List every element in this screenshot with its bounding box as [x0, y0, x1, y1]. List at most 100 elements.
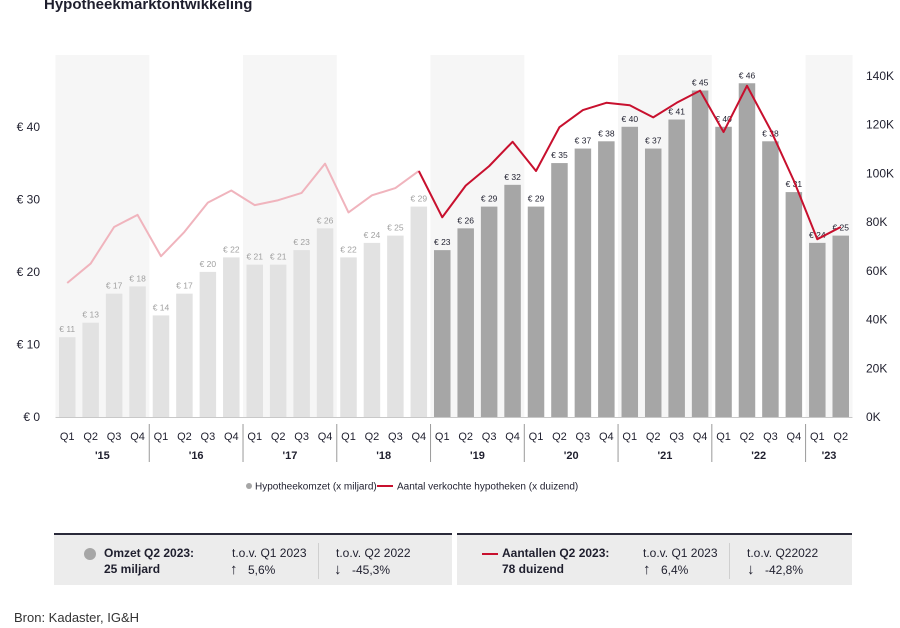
year-label: '22	[751, 450, 766, 462]
bar	[387, 235, 404, 417]
bar	[715, 126, 732, 417]
bar	[785, 192, 803, 417]
quarter-label: Q1	[810, 431, 825, 443]
quarter-label: Q2	[646, 431, 661, 443]
quarter-label: Q2	[552, 431, 567, 443]
y-left-tick-label: € 40	[17, 120, 41, 134]
omzet-amount: 25 miljard	[104, 562, 161, 576]
bar-value-label: € 26	[457, 215, 474, 225]
bar-value-label: € 38	[762, 128, 779, 138]
bar	[691, 90, 709, 418]
omzet-q2-value: -45,3%	[352, 563, 391, 577]
omzet-q1-label: t.o.v. Q1 2023	[232, 546, 307, 560]
bar-value-label: € 23	[293, 237, 310, 247]
bar	[434, 250, 451, 417]
bar	[293, 250, 310, 417]
bar	[762, 141, 779, 418]
legend-label-omzet: Hypotheekomzet (x miljard)	[255, 482, 377, 493]
bar-value-label: € 31	[786, 179, 803, 189]
bar-value-label: € 20	[200, 259, 217, 269]
quarter-label: Q3	[107, 431, 122, 443]
bar-value-label: € 29	[481, 194, 498, 204]
aantallen-q1-value: 6,4%	[661, 563, 689, 577]
legend-dot-omzet	[246, 483, 252, 489]
bar-value-label: € 26	[317, 215, 334, 225]
y-left-tick-label: € 0	[23, 410, 40, 424]
bar	[176, 293, 193, 417]
year-label: '16	[189, 450, 204, 462]
bar-value-label: € 45	[692, 78, 709, 88]
quarter-label: Q4	[787, 431, 802, 443]
bar	[809, 242, 826, 417]
quarter-label: Q1	[622, 431, 637, 443]
quarter-label: Q1	[529, 431, 544, 443]
arrow-up-icon: ↑	[643, 561, 651, 578]
quarter-label: Q4	[411, 431, 426, 443]
legend-label-aantal: Aantal verkochte hypotheken (x duizend)	[397, 482, 578, 493]
bar	[504, 184, 521, 417]
bar	[223, 257, 240, 417]
year-label: '15	[95, 450, 110, 462]
y-right-tick-label: 120K	[866, 118, 894, 132]
bar	[199, 271, 217, 417]
bar	[152, 315, 170, 417]
aantallen-title: Aantallen Q2 2023:	[502, 546, 610, 560]
quarter-label: Q1	[716, 431, 731, 443]
summary-omzet: Omzet Q2 2023: 25 miljard t.o.v. Q1 2023…	[54, 533, 452, 585]
bar-value-label: € 17	[106, 281, 123, 291]
bar-value-label: € 21	[270, 252, 287, 262]
bar-value-label: € 23	[434, 237, 451, 247]
y-right-tick-label: 80K	[866, 215, 887, 229]
quarter-label: Q3	[201, 431, 216, 443]
bar	[129, 286, 146, 417]
quarter-label: Q2	[83, 431, 98, 443]
bar	[340, 257, 357, 417]
bar	[363, 242, 381, 417]
y-right-tick-label: 60K	[866, 264, 887, 278]
y-right-tick-label: 140K	[866, 69, 894, 83]
quarter-label: Q4	[130, 431, 145, 443]
omzet-title: Omzet Q2 2023:	[104, 546, 195, 560]
chart-title: Hypotheekmarktontwikkeling	[44, 0, 253, 13]
bar	[480, 206, 498, 417]
quarter-label: Q2	[833, 431, 848, 443]
bar	[457, 228, 474, 417]
quarter-label: Q3	[388, 431, 403, 443]
bar-value-label: € 13	[82, 310, 99, 320]
bar-value-label: € 22	[340, 244, 357, 254]
year-label: '20	[564, 450, 579, 462]
quarter-label: Q3	[482, 431, 497, 443]
aantallen-q2-value: -42,8%	[765, 563, 804, 577]
arrow-down-icon: ↓	[747, 561, 755, 578]
quarter-label: Q2	[177, 431, 192, 443]
bar-value-label: € 38	[598, 128, 615, 138]
bar-value-label: € 24	[364, 230, 381, 240]
omzet-q2-label: t.o.v. Q2 2022	[336, 546, 411, 560]
quarter-label: Q1	[247, 431, 262, 443]
mortgage-chart: € 11 € 13 € 17 € 18 € 14 € 17 € 20 € 22 € 21 € 21…	[16, 69, 895, 493]
bar	[668, 119, 685, 417]
quarter-label: Q1	[60, 431, 75, 443]
bar-value-label: € 29	[411, 194, 428, 204]
bar-value-label: € 21	[246, 252, 263, 262]
bar-value-label: € 17	[176, 281, 193, 291]
y-left-tick-label: € 10	[17, 337, 41, 351]
bar-value-label: € 37	[645, 136, 662, 146]
bar	[551, 163, 568, 417]
summary-aantallen: Aantallen Q2 2023: 78 duizend t.o.v. Q1 …	[457, 533, 852, 585]
bar	[621, 126, 639, 417]
quarter-label: Q2	[365, 431, 380, 443]
quarter-label: Q4	[693, 431, 708, 443]
aantallen-q1-label: t.o.v. Q1 2023	[643, 546, 718, 560]
year-label: '21	[658, 450, 673, 462]
bar-value-label: € 22	[223, 244, 240, 254]
year-label: '17	[282, 450, 297, 462]
quarter-label: Q2	[740, 431, 755, 443]
bar	[316, 228, 334, 417]
y-right-tick-label: 20K	[866, 361, 887, 375]
bar	[598, 141, 615, 418]
aantallen-line-icon	[482, 553, 498, 555]
bar	[644, 148, 662, 417]
quarter-label: Q1	[435, 431, 450, 443]
y-left-tick-label: € 30	[17, 192, 41, 206]
